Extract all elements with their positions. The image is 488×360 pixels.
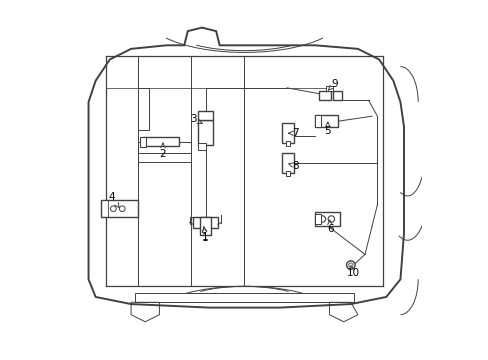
Bar — [325, 86, 332, 91]
Text: 4: 4 — [108, 192, 119, 207]
Bar — [200, 217, 210, 235]
Text: 1: 1 — [202, 227, 208, 242]
Circle shape — [346, 261, 354, 269]
Bar — [140, 137, 146, 147]
Bar — [318, 91, 331, 100]
Circle shape — [110, 206, 116, 212]
Circle shape — [327, 216, 334, 222]
Circle shape — [319, 216, 325, 222]
Bar — [198, 120, 212, 145]
Circle shape — [348, 263, 352, 267]
Text: 2: 2 — [160, 143, 166, 159]
Bar — [138, 153, 191, 162]
Bar — [101, 200, 138, 217]
Bar — [281, 153, 293, 173]
Text: 7: 7 — [288, 128, 298, 138]
Bar — [197, 111, 213, 120]
Text: 9: 9 — [328, 78, 338, 90]
Bar — [315, 212, 340, 226]
Bar — [285, 141, 290, 146]
Text: 6: 6 — [326, 220, 333, 234]
Bar — [193, 217, 218, 228]
Text: 1: 1 — [202, 228, 208, 243]
Text: 10: 10 — [346, 265, 359, 278]
Text: 3: 3 — [189, 114, 202, 124]
Bar — [314, 116, 321, 127]
Bar — [314, 214, 321, 224]
Bar — [315, 116, 338, 127]
Bar — [197, 144, 205, 150]
Bar — [143, 138, 179, 146]
Bar — [134, 293, 354, 302]
Bar — [281, 123, 293, 143]
Bar — [285, 171, 290, 176]
Bar — [332, 91, 341, 100]
Text: 5: 5 — [324, 122, 330, 136]
Text: 8: 8 — [288, 161, 298, 171]
Bar — [138, 88, 148, 130]
Circle shape — [119, 206, 125, 212]
